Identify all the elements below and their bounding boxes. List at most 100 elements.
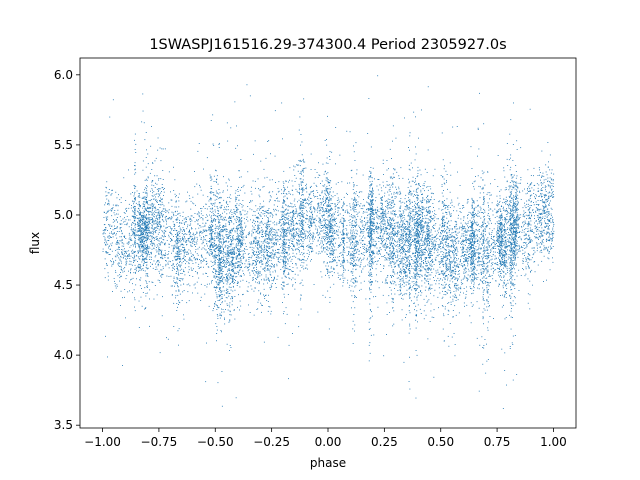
data-point [385,215,386,217]
data-point [395,245,397,246]
data-point [370,202,372,204]
data-point [489,219,490,221]
data-point [312,214,313,215]
data-point [220,261,221,263]
data-point [406,251,408,252]
data-point [416,259,417,260]
data-point [354,198,356,199]
data-point [267,227,269,229]
data-point [473,214,475,216]
data-point [261,247,263,249]
data-point [221,275,223,277]
data-point [274,277,275,279]
data-point [409,234,411,236]
data-point [486,238,488,240]
data-point [505,284,506,286]
data-point [177,273,179,275]
data-point [526,218,527,220]
data-point [370,216,372,218]
data-point [244,252,246,254]
data-point [466,290,468,292]
data-point [527,209,529,211]
data-point [299,259,300,261]
data-point [209,210,211,212]
data-point [531,229,533,231]
data-point [180,278,182,280]
data-point [466,254,468,256]
data-point [541,175,543,177]
data-point [239,221,240,223]
data-point [187,191,188,193]
data-point [496,231,497,233]
data-point [159,200,161,202]
data-point [483,203,485,205]
data-point [231,257,233,259]
data-point [362,246,364,247]
data-point [370,281,371,283]
data-point [331,241,333,242]
data-point [397,264,399,266]
data-point [325,225,326,227]
data-point [406,264,408,266]
data-point [139,220,141,221]
data-point [426,202,428,204]
data-point [146,188,147,190]
data-point [302,225,304,227]
data-point [253,240,255,242]
data-point [441,201,443,202]
data-point [444,275,446,277]
data-point [187,271,189,273]
data-point [484,218,486,220]
data-point [115,191,117,193]
data-point [431,234,433,236]
data-point [342,225,344,227]
data-point [438,244,440,246]
data-point [291,180,293,182]
data-point [161,214,163,216]
data-point [352,208,353,210]
data-point [520,275,522,276]
data-point [371,237,373,239]
data-point [310,153,312,155]
data-point [515,229,517,230]
data-point [146,229,148,231]
data-point [530,220,532,222]
data-point [547,240,549,241]
data-point [226,261,228,263]
data-point [417,222,419,224]
data-point [506,219,508,221]
data-point [150,199,152,200]
data-point [320,219,321,220]
data-point [235,246,237,248]
data-point [474,248,476,249]
data-point [171,252,172,254]
data-point [527,262,529,263]
data-point [468,260,470,262]
data-point [221,234,223,236]
data-point [257,230,259,232]
data-point [161,269,163,271]
data-point [262,236,263,238]
data-point [515,250,517,252]
data-point [483,300,485,301]
data-point [171,218,172,220]
data-point [411,267,413,269]
data-point [308,196,310,198]
data-point [330,180,332,182]
data-point [529,205,531,206]
data-point [518,219,519,221]
data-point [144,251,146,253]
data-point [550,172,552,174]
data-point [545,239,547,241]
data-point [232,262,233,264]
data-point [299,217,301,219]
data-point [173,236,174,237]
data-point [513,205,515,206]
data-point [453,239,455,241]
data-point [431,196,432,198]
data-point [424,278,426,280]
data-point [548,161,549,163]
data-point [393,247,394,249]
data-point [353,203,355,205]
